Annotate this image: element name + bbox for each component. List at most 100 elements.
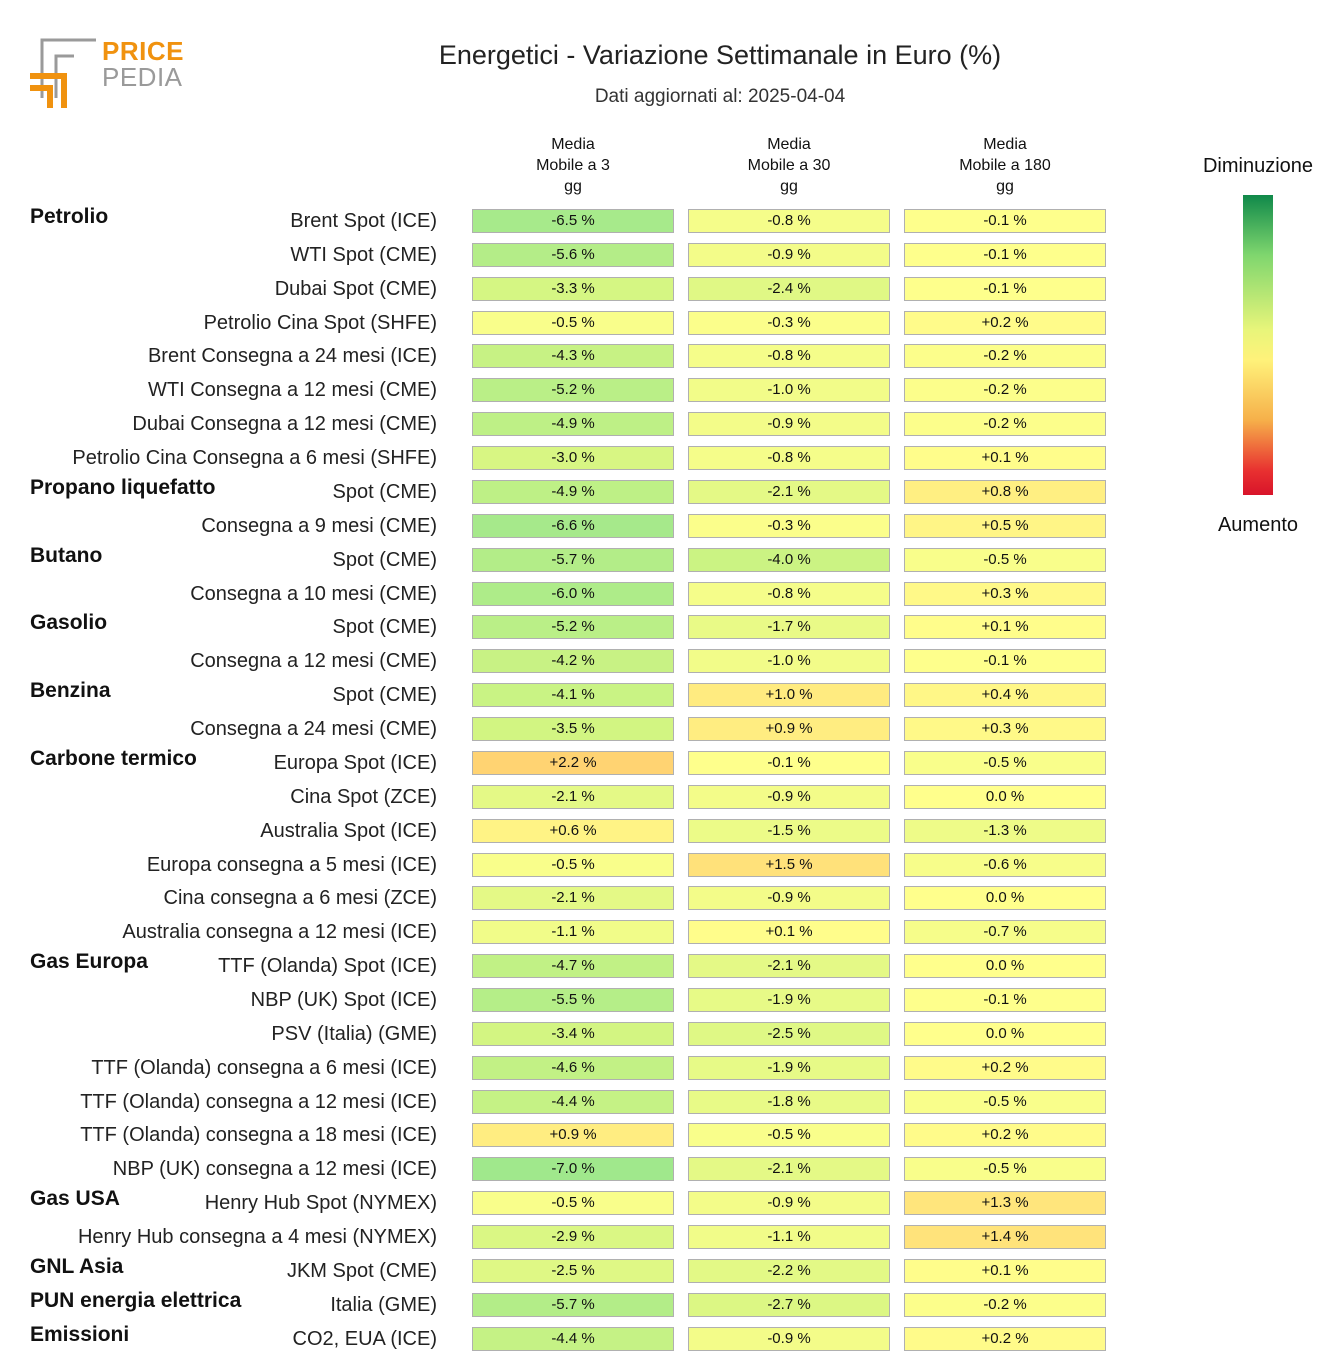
- chart-title: Energetici - Variazione Settimanale in E…: [438, 40, 1002, 70]
- group-label: Carbone termico: [30, 746, 197, 770]
- heatmap-cell: -0.1 %: [904, 209, 1106, 233]
- heatmap-cell: -0.5 %: [472, 310, 674, 335]
- group-label: PUN energia elettrica: [30, 1288, 242, 1312]
- heatmap-cell: +0.2 %: [904, 310, 1106, 335]
- row-label: Spot (CME): [332, 616, 437, 639]
- row-label: TTF (Olanda) consegna a 6 mesi (ICE): [91, 1056, 437, 1079]
- heatmap-cell: -0.8 %: [688, 344, 890, 369]
- heatmap-cell: +0.2 %: [904, 1123, 1106, 1148]
- heatmap-cell: -0.2 %: [904, 344, 1106, 369]
- heatmap-cell: -3.4 %: [472, 1021, 674, 1046]
- row-label: Consegna a 24 mesi (CME): [190, 718, 437, 741]
- heatmap-cell: -2.7 %: [688, 1292, 890, 1317]
- heatmap-cell: +0.2 %: [904, 1326, 1106, 1351]
- heatmap-cell: +0.3 %: [904, 717, 1106, 742]
- row-label: CO2, EUA (ICE): [292, 1327, 437, 1350]
- row-label: Australia Spot (ICE): [260, 819, 437, 842]
- heatmap-cell: -0.5 %: [904, 750, 1106, 775]
- row-label: Dubai Consegna a 12 mesi (CME): [132, 413, 437, 436]
- heatmap-cell: -6.0 %: [472, 581, 674, 606]
- row-label: Consegna a 9 mesi (CME): [201, 514, 437, 537]
- heatmap-cell: -0.9 %: [688, 1191, 890, 1216]
- row-label: Europa Spot (ICE): [273, 751, 437, 774]
- heatmap-cell: -0.5 %: [472, 852, 674, 877]
- row-label: Dubai Spot (CME): [274, 277, 437, 300]
- heatmap-cell: -2.5 %: [472, 1258, 674, 1283]
- heatmap-cell: -1.9 %: [688, 1055, 890, 1080]
- column-header-2: Media Mobile a 30 gg: [747, 136, 831, 195]
- heatmap-cell: -0.5 %: [904, 547, 1106, 572]
- heatmap-cell: -5.2 %: [472, 378, 674, 403]
- heatmap-cell: -2.5 %: [688, 1021, 890, 1046]
- heatmap-cell: -0.1 %: [688, 750, 890, 775]
- heatmap-cell: +0.5 %: [904, 513, 1106, 538]
- heatmap-cell: -2.1 %: [688, 1157, 890, 1182]
- heatmap-cell: -4.1 %: [472, 683, 674, 708]
- row-label: Europa consegna a 5 mesi (ICE): [146, 853, 437, 876]
- logo-mark: [30, 38, 96, 108]
- group-label: Benzina: [30, 679, 111, 703]
- heatmap-cell: +0.1 %: [904, 615, 1106, 640]
- heatmap-cell: +0.6 %: [472, 818, 674, 843]
- heatmap-cell: -4.4 %: [472, 1326, 674, 1351]
- heatmap-cell: -0.9 %: [688, 1326, 890, 1351]
- group-label: Petrolio: [30, 205, 109, 228]
- heatmap-cell: -4.2 %: [472, 649, 674, 674]
- heatmap-cell: -0.5 %: [904, 1089, 1106, 1114]
- heatmap-cell: -1.8 %: [688, 1089, 890, 1114]
- heatmap-cell: -0.5 %: [904, 1157, 1106, 1182]
- heatmap-cell: -0.5 %: [472, 1191, 674, 1216]
- heatmap-cell: -0.7 %: [904, 920, 1106, 945]
- row-label: Henry Hub Spot (NYMEX): [204, 1192, 437, 1215]
- heatmap-cell: -2.1 %: [688, 954, 890, 979]
- heatmap-cell: -0.1 %: [904, 988, 1106, 1012]
- heatmap-cell: -0.6 %: [904, 852, 1106, 877]
- row-label: TTF (Olanda) Spot (ICE): [218, 955, 437, 978]
- heatmap-cell: +1.5 %: [688, 852, 890, 877]
- heatmap-cell: -0.5 %: [688, 1123, 890, 1148]
- heatmap-cell: -0.3 %: [688, 310, 890, 335]
- heatmap-cell: +1.4 %: [904, 1225, 1106, 1250]
- group-label: GNL Asia: [30, 1254, 124, 1278]
- heatmap-cell: +0.1 %: [904, 1258, 1106, 1283]
- logo-price-text: PRICE: [102, 36, 184, 66]
- heatmap-cell: +0.4 %: [904, 683, 1106, 708]
- row-label: Italia (GME): [330, 1293, 437, 1316]
- heatmap-cell: +0.9 %: [688, 717, 890, 742]
- heatmap-cell: -0.1 %: [904, 649, 1106, 674]
- column-header-3: Media Mobile a 180 gg: [959, 136, 1051, 195]
- row-label: PSV (Italia) (GME): [271, 1022, 437, 1045]
- heatmap-cell: -4.9 %: [472, 479, 674, 504]
- row-label: Petrolio Cina Consegna a 6 mesi (SHFE): [72, 447, 437, 470]
- heatmap-cell: -0.2 %: [904, 378, 1106, 403]
- heatmap-cell: -1.7 %: [688, 615, 890, 640]
- row-label: Australia consegna a 12 mesi (ICE): [122, 921, 437, 944]
- heatmap-cell: -0.9 %: [688, 412, 890, 437]
- logo-wordmark: PRICE PEDIA: [102, 38, 184, 90]
- heatmap-cell: 0.0 %: [904, 784, 1106, 809]
- heatmap-cell: -0.3 %: [688, 513, 890, 538]
- row-label: Spot (CME): [332, 548, 437, 571]
- heatmap-cell: -6.5 %: [472, 209, 674, 233]
- heatmap-cell: -1.0 %: [688, 649, 890, 674]
- row-label: Brent Consegna a 24 mesi (ICE): [147, 345, 437, 368]
- chart-subtitle: Dati aggiornati al: 2025-04-04: [594, 86, 846, 107]
- row-label: Spot (CME): [332, 480, 437, 503]
- heatmap-cell: -0.8 %: [688, 581, 890, 606]
- heatmap-cell: -3.3 %: [472, 276, 674, 301]
- heatmap-cell: 0.0 %: [904, 886, 1106, 911]
- heatmap-cell: -5.2 %: [472, 615, 674, 640]
- heatmap-cell: -5.7 %: [472, 547, 674, 572]
- row-label: Cina Spot (ZCE): [290, 785, 437, 808]
- heatmap-cell: -4.0 %: [688, 547, 890, 572]
- heatmap-cell: -1.5 %: [688, 818, 890, 843]
- heatmap-cell: -0.8 %: [688, 446, 890, 471]
- heatmap-cell: -2.2 %: [688, 1258, 890, 1283]
- heatmap-cell: -0.2 %: [904, 412, 1106, 437]
- heatmap-cell: -0.9 %: [688, 242, 890, 267]
- row-label: WTI Consegna a 12 mesi (CME): [148, 379, 437, 402]
- row-label: Petrolio Cina Spot (SHFE): [203, 311, 437, 334]
- row-label: NBP (UK) Spot (ICE): [250, 989, 437, 1011]
- heatmap-cell: -5.7 %: [472, 1292, 674, 1317]
- row-label: WTI Spot (CME): [290, 243, 437, 266]
